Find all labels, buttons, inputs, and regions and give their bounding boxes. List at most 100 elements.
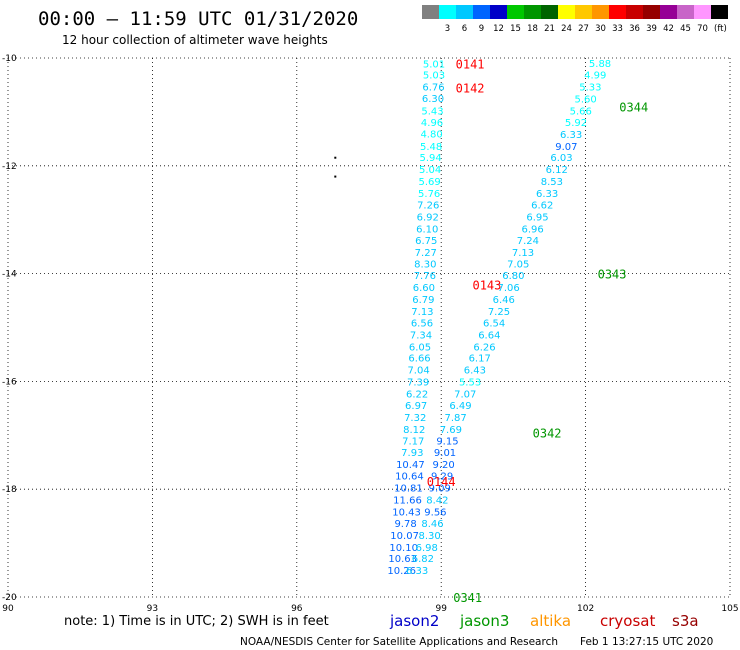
x-tick-label: 105: [721, 604, 738, 614]
swh-data-label: 8.30: [419, 531, 441, 542]
swh-data-label: 6.03: [550, 153, 572, 164]
swh-data-label: 6.46: [493, 295, 515, 306]
footer-credit: NOAA/NESDIS Center for Satellite Applica…: [240, 636, 558, 648]
swh-data-label: 6.92: [417, 212, 439, 223]
y-tick-label: -10: [2, 54, 17, 64]
pass-time-label: 0344: [619, 101, 648, 115]
plot-area: 90 93 96 99 102 105 -10 -12 -14 -16 -18 -20 5.015.03…: [2, 54, 739, 614]
island-marker: [334, 175, 337, 178]
swh-data-label: 6.30: [422, 94, 444, 105]
colorbar-swatch: [643, 5, 660, 19]
colorbar-label: 21: [544, 24, 555, 34]
swh-data-label: 9.15: [436, 437, 458, 448]
swh-data-label: 4.96: [421, 118, 443, 129]
colorbar-swatch: [694, 5, 711, 19]
swh-data-label: 7.13: [411, 307, 433, 318]
swh-data-label: 10.26: [387, 566, 416, 577]
swh-data-label: 4.99: [584, 71, 606, 82]
swh-data-label: 6.97: [405, 401, 427, 412]
swh-data-label: 9.56: [424, 507, 446, 518]
pass-time-label: 0141: [456, 57, 485, 71]
colorbar-swatch: [422, 5, 439, 19]
colorbar-label: 3: [445, 24, 450, 34]
x-tick-label: 102: [577, 604, 594, 614]
swh-data-label: 6.12: [546, 165, 568, 176]
swh-data-label: 7.76: [414, 271, 436, 282]
chart-title: 00:00 – 11:59 UTC 01/31/2020: [38, 8, 358, 30]
swh-data-label: 6.80: [502, 271, 524, 282]
swh-data-label: 6.49: [449, 401, 471, 412]
x-tick-label: 96: [291, 604, 303, 614]
swh-data-label: 10.63: [388, 554, 417, 565]
y-tick-label: -16: [2, 377, 17, 387]
colorbar-label: 24: [561, 24, 572, 34]
x-tick-label: 99: [435, 604, 447, 614]
colorbar-unit: (ft): [714, 24, 727, 34]
satellite-legend-item: jason3: [459, 612, 509, 630]
swh-data-label: 6.33: [536, 189, 558, 200]
swh-data-label: 6.56: [411, 319, 433, 330]
colorbar-swatch: [609, 5, 626, 19]
swh-data-label: 7.17: [402, 437, 424, 448]
swh-data-label: 6.79: [412, 295, 434, 306]
pass-time-label: 0142: [456, 82, 485, 96]
colorbar-swatch: [626, 5, 643, 19]
footer-note: note: 1) Time is in UTC; 2) SWH is in fe…: [64, 614, 329, 629]
colorbar-label: 33: [612, 24, 623, 34]
colorbar-label: 42: [663, 24, 674, 34]
colorbar-swatch: [541, 5, 558, 19]
swh-data-label: 7.27: [415, 248, 437, 259]
colorbar-swatch: [660, 5, 677, 19]
island-marker: [334, 156, 337, 159]
swh-data-label: 5.04: [419, 165, 441, 176]
colorbar-label: 18: [527, 24, 538, 34]
swh-data-label: 6.96: [522, 224, 544, 235]
satellite-legend-item: s3a: [672, 612, 699, 630]
swh-data-label: 6.64: [478, 331, 500, 342]
colorbar-swatch: [490, 5, 507, 19]
colorbar-label: 9: [479, 24, 484, 34]
colorbar-label: 36: [629, 24, 640, 34]
swh-data-label: 6.33: [560, 130, 582, 141]
swh-data-label: 7.34: [410, 331, 432, 342]
swh-data-label: 6.43: [464, 366, 486, 377]
swh-data-label: 11.66: [393, 495, 422, 506]
y-tick-label: -20: [2, 593, 17, 603]
swh-data-label: 6.33: [406, 566, 428, 577]
y-tick-label: -18: [2, 485, 17, 495]
swh-data-label: 10.10: [389, 543, 418, 554]
colorbar-swatch: [456, 5, 473, 19]
colorbar-label: 39: [646, 24, 657, 34]
x-tick-label: 90: [2, 604, 14, 614]
swh-data-label: 10.64: [395, 472, 424, 483]
colorbar-swatch: [524, 5, 541, 19]
colorbar-swatch: [439, 5, 456, 19]
footer-timestamp: Feb 1 13:27:15 UTC 2020: [580, 636, 713, 648]
y-tick-label: -14: [2, 270, 17, 280]
swh-data-label: 5.94: [419, 153, 441, 164]
pass-time-label: 0143: [472, 278, 501, 292]
satellite-legend-item: altika: [530, 612, 571, 630]
colorbar-swatch: [592, 5, 609, 19]
colorbar-label: 27: [578, 24, 589, 34]
x-tick-label: 93: [147, 604, 158, 614]
swh-data-label: 6.76: [422, 83, 444, 94]
colorbar-label: 70: [697, 24, 708, 34]
swh-data-label: 7.06: [497, 283, 519, 294]
pass-time-label: 0341: [453, 591, 482, 605]
swh-data-label: 5.01: [423, 59, 445, 70]
swh-data-label: 9.78: [394, 519, 416, 530]
colorbar-label: 45: [680, 24, 691, 34]
swh-data-label: 4.80: [420, 129, 442, 140]
swh-data-label: 6.60: [413, 283, 435, 294]
swh-data-label: 6.10: [416, 224, 438, 235]
satellite-legend-item: cryosat: [600, 612, 655, 630]
swh-data-label: 7.13: [512, 248, 534, 259]
swh-data-label: 8.46: [421, 519, 443, 530]
pass-time-label: 0144: [427, 475, 456, 489]
swh-data-label: 7.07: [454, 389, 476, 400]
swh-data-label: 6.17: [469, 354, 491, 365]
swh-data-label: 6.22: [406, 389, 428, 400]
swh-data-label: 6.66: [408, 354, 430, 365]
colorbar-swatch: [677, 5, 694, 19]
